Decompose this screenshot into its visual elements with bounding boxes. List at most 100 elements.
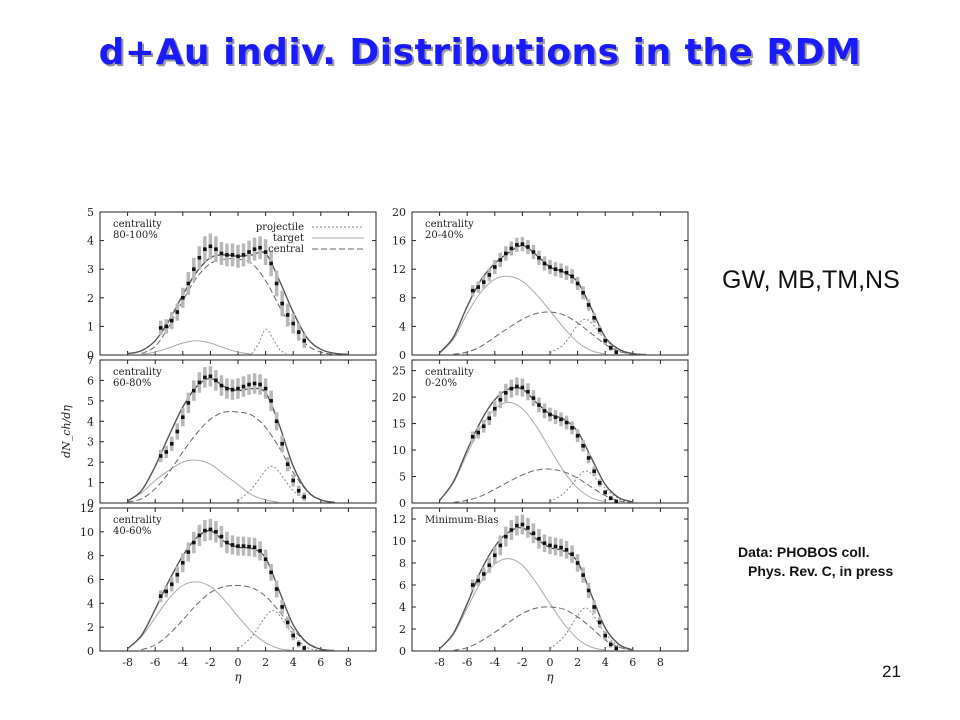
data-point bbox=[158, 594, 163, 598]
data-point bbox=[487, 563, 492, 567]
x-axis-label: η bbox=[546, 670, 554, 684]
data-point bbox=[586, 456, 591, 460]
y-tick-label: 10 bbox=[392, 535, 406, 548]
data-point bbox=[208, 244, 213, 249]
x-axis-label: η bbox=[234, 670, 242, 684]
authors-label: GW, MB,TM,NS bbox=[722, 266, 900, 294]
y-tick-label: 25 bbox=[392, 365, 406, 378]
data-point bbox=[158, 454, 163, 458]
data-point bbox=[225, 540, 229, 545]
y-tick-label: 5 bbox=[87, 395, 94, 408]
data-point bbox=[603, 633, 607, 638]
x-tick-label: -2 bbox=[517, 656, 528, 669]
data-point bbox=[559, 417, 563, 422]
data-point bbox=[476, 285, 481, 289]
data-point bbox=[263, 386, 268, 391]
data-point bbox=[597, 620, 602, 625]
x-tick-label: -8 bbox=[122, 656, 133, 669]
data-point bbox=[603, 490, 607, 495]
data-point bbox=[241, 544, 246, 548]
data-point bbox=[470, 288, 475, 293]
data-point bbox=[230, 543, 235, 547]
y-tick-label: 12 bbox=[392, 513, 406, 526]
data-point bbox=[175, 429, 180, 434]
y-tick-label: 10 bbox=[80, 526, 94, 539]
data-point bbox=[203, 375, 207, 380]
data-point bbox=[175, 572, 180, 577]
data-point bbox=[504, 391, 508, 395]
data-point bbox=[181, 415, 185, 419]
data-point bbox=[559, 268, 563, 273]
data-point bbox=[219, 383, 224, 388]
data-point bbox=[597, 481, 602, 485]
data-point bbox=[285, 462, 290, 466]
y-tick-label: 12 bbox=[80, 502, 94, 515]
panel-annotation: 80-100% bbox=[113, 230, 158, 241]
data-point bbox=[258, 382, 262, 387]
y-tick-label: 2 bbox=[399, 623, 406, 636]
data-point bbox=[570, 425, 574, 430]
data-point bbox=[520, 385, 525, 390]
data-point bbox=[175, 310, 180, 314]
data-point bbox=[302, 338, 307, 343]
data-point bbox=[597, 328, 602, 332]
panel-annotation: 40-60% bbox=[113, 526, 151, 537]
legend-label: projectile bbox=[256, 222, 304, 233]
y-tick-label: 8 bbox=[87, 550, 94, 563]
data-point bbox=[537, 403, 541, 407]
target-curve bbox=[127, 581, 294, 651]
data-point bbox=[487, 416, 492, 421]
data-point bbox=[608, 346, 613, 350]
data-point bbox=[280, 301, 284, 306]
data-point bbox=[269, 399, 273, 403]
data-point bbox=[592, 316, 596, 320]
y-tick-label: 4 bbox=[399, 601, 406, 614]
y-tick-label: 0 bbox=[399, 645, 406, 658]
projectile-curve bbox=[549, 318, 633, 355]
data-point bbox=[553, 415, 558, 419]
data-point bbox=[247, 544, 251, 549]
data-point bbox=[509, 528, 514, 532]
panel-frame bbox=[411, 507, 689, 652]
data-point bbox=[225, 253, 229, 257]
data-point bbox=[169, 318, 174, 323]
data-point bbox=[263, 557, 268, 562]
x-tick-label: 8 bbox=[345, 656, 352, 669]
projectile-curve bbox=[237, 465, 308, 502]
data-point bbox=[493, 553, 497, 558]
x-tick-label: 4 bbox=[290, 656, 297, 669]
y-tick-label: 3 bbox=[87, 263, 94, 276]
data-point bbox=[520, 522, 525, 527]
data-point bbox=[481, 572, 486, 576]
target-curve bbox=[141, 340, 252, 355]
data-point bbox=[515, 523, 519, 528]
data-point bbox=[296, 488, 301, 493]
y-tick-label: 0 bbox=[87, 645, 94, 658]
data-point bbox=[548, 265, 552, 269]
data-point bbox=[498, 397, 503, 402]
x-tick-label: 0 bbox=[235, 656, 242, 669]
data-point bbox=[230, 253, 235, 257]
y-tick-label: 0 bbox=[87, 349, 94, 362]
data-point bbox=[192, 540, 196, 545]
data-point bbox=[531, 396, 536, 400]
data-point bbox=[208, 527, 213, 532]
x-tick-label: -2 bbox=[205, 656, 216, 669]
data-point bbox=[230, 387, 235, 392]
data-point bbox=[608, 642, 613, 647]
data-point bbox=[575, 433, 580, 438]
data-point bbox=[548, 412, 552, 417]
data-point bbox=[581, 290, 585, 295]
data-point bbox=[236, 544, 240, 548]
legend-label: target bbox=[273, 233, 304, 244]
data-point bbox=[169, 441, 174, 446]
slide-number: 21 bbox=[882, 662, 901, 681]
data-point bbox=[252, 381, 257, 386]
data-point bbox=[258, 245, 262, 250]
data-point bbox=[236, 254, 240, 259]
data-point bbox=[504, 534, 508, 539]
y-tick-label: 12 bbox=[392, 263, 406, 276]
y-tick-label: 4 bbox=[87, 415, 94, 428]
x-tick-label: -8 bbox=[434, 656, 445, 669]
data-point bbox=[537, 537, 541, 541]
